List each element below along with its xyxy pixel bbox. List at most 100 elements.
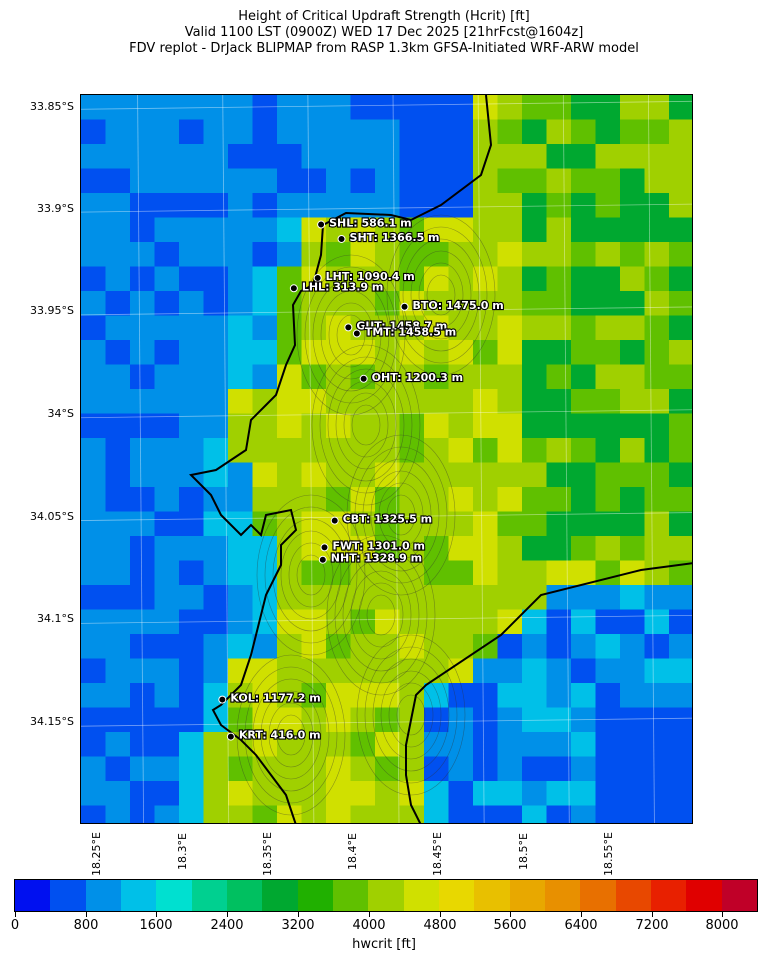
field-cell [203, 438, 229, 463]
field-cell [620, 732, 645, 757]
station-label: LHT: 1090.4 m [326, 270, 415, 283]
field-cell [644, 413, 670, 439]
field-cell [546, 609, 572, 635]
field-cell [154, 266, 180, 292]
field-cell [571, 291, 596, 316]
field-cell [277, 707, 302, 733]
field-cell [595, 707, 621, 733]
field-cell [277, 217, 302, 243]
contour-line [388, 682, 434, 748]
field-cell [301, 658, 327, 684]
field-cell [571, 609, 596, 635]
field-cell [228, 168, 253, 194]
field-cell [350, 168, 376, 194]
field-cell [571, 732, 596, 757]
field-cell [497, 683, 523, 708]
lon-gridline [222, 95, 230, 823]
field-cell [571, 144, 596, 169]
field-cell [424, 144, 449, 169]
field-cell [522, 462, 547, 488]
field-cell [179, 658, 204, 684]
field-cell [497, 168, 523, 194]
field-cell [252, 217, 278, 243]
contour-line [320, 290, 382, 380]
field-cell [81, 732, 106, 757]
field-cell [130, 487, 155, 512]
field-cell [81, 781, 106, 806]
field-cell [595, 340, 621, 365]
field-cell [375, 95, 400, 120]
field-cell [571, 536, 596, 561]
lat-label: 33.85°S [30, 100, 74, 113]
field-cell [448, 732, 474, 757]
field-cell [203, 340, 229, 365]
field-cell [277, 340, 302, 365]
contour-line [343, 392, 389, 458]
valid-time: Valid 1100 LST (0900Z) WED 17 Dec 2025 [… [184, 25, 584, 40]
contour-line [364, 646, 458, 784]
field-cell [448, 242, 474, 267]
field-cell [424, 707, 449, 733]
field-cell [424, 413, 449, 439]
field-cell [424, 585, 449, 610]
field-cell [228, 634, 253, 659]
field-cell [154, 683, 180, 708]
field-cell [595, 683, 621, 708]
field-cell [81, 487, 106, 512]
colorbar-tick [298, 912, 299, 917]
field-cell [473, 242, 498, 267]
field-cell [669, 168, 692, 194]
field-cell [669, 707, 692, 733]
field-cell [375, 487, 400, 512]
field-cell [326, 805, 351, 823]
field-cell [179, 119, 204, 145]
colorbar-tick-label: 6400 [564, 918, 598, 933]
field-cell [326, 756, 351, 782]
field-cell [105, 389, 131, 414]
contour-line [319, 356, 413, 494]
field-cell [595, 536, 621, 561]
field-cell [350, 658, 376, 684]
field-cell [154, 242, 180, 267]
colorbar-tick-label: 800 [73, 918, 99, 933]
field-cell [669, 340, 692, 365]
field-cell [326, 609, 351, 635]
field-cell [252, 462, 278, 488]
field-cell [81, 340, 106, 365]
field-cell [301, 144, 327, 169]
field-cell [375, 683, 400, 708]
field-cell [301, 756, 327, 782]
field-cell [375, 462, 400, 488]
field-cell [595, 805, 621, 823]
field-cell [301, 560, 327, 586]
field-cell [105, 95, 131, 120]
field-cell [203, 560, 229, 586]
contour-line [327, 368, 405, 482]
field-cell [301, 634, 327, 659]
field-cell [203, 683, 229, 708]
field-cell [595, 756, 621, 782]
field-cell [375, 119, 400, 145]
field-cell [546, 389, 572, 414]
field-cell [669, 585, 692, 610]
field-cell [620, 242, 645, 267]
field-cell [301, 168, 327, 194]
field-cell [571, 462, 596, 488]
field-cell [571, 119, 596, 145]
field-cell [595, 511, 621, 537]
field-cell [252, 732, 278, 757]
field-cell [522, 658, 547, 684]
field-cell [105, 193, 131, 218]
field-cell [620, 438, 645, 463]
map-panel[interactable]: SHL: 586.1 m SHT: 1366.5 m LHT: 1090.4 m LH… [80, 94, 693, 824]
field-cell [326, 438, 351, 463]
field-cell [130, 315, 155, 341]
field-cell [644, 291, 670, 316]
field-cell [154, 781, 180, 806]
contour-line [304, 266, 398, 404]
field-cell [326, 144, 351, 169]
field-cell [473, 364, 498, 390]
field-cell [571, 438, 596, 463]
field-cell [399, 340, 425, 365]
